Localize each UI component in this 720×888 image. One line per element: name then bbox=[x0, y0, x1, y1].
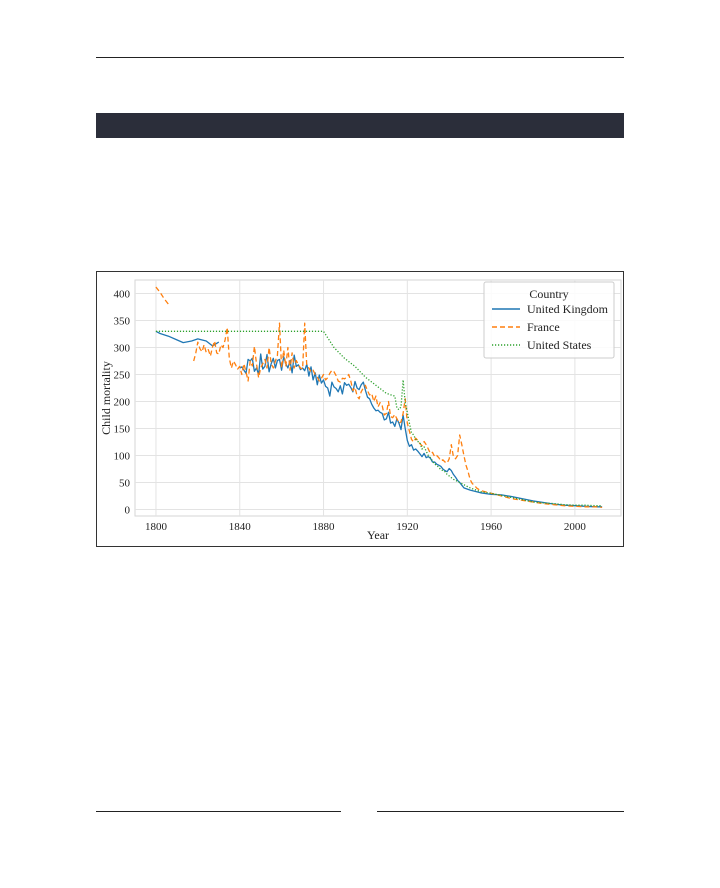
legend: Country United Kingdom France United State… bbox=[483, 281, 615, 359]
y-tick-label: 100 bbox=[114, 451, 131, 463]
x-tick-label: 1920 bbox=[396, 521, 419, 533]
x-tick-label: 1840 bbox=[229, 521, 252, 533]
legend-entry-label: United Kingdom bbox=[527, 302, 609, 316]
footer-rule-right bbox=[377, 811, 624, 812]
section-header-bar bbox=[96, 113, 624, 138]
x-axis-label: Year bbox=[367, 528, 389, 542]
series-line bbox=[193, 322, 603, 509]
y-tick-label: 400 bbox=[114, 289, 131, 301]
footer-rule-left bbox=[96, 811, 341, 812]
x-tick-label: 1880 bbox=[313, 521, 336, 533]
grid bbox=[135, 280, 621, 516]
series-line bbox=[155, 286, 170, 305]
y-tick-label: 300 bbox=[114, 343, 131, 355]
y-tick-label: 150 bbox=[114, 424, 131, 436]
y-tick-label: 250 bbox=[114, 370, 131, 382]
y-tick-label: 200 bbox=[114, 397, 131, 409]
figure-frame: 1800 1840 1880 1920 1960 2000 0 50 100 150 200 250 3… bbox=[96, 271, 624, 547]
x-tick-label: 2000 bbox=[564, 521, 587, 533]
legend-entry-label: France bbox=[527, 320, 560, 334]
legend-title: Country bbox=[529, 287, 568, 301]
series-line bbox=[155, 330, 220, 347]
header-rule bbox=[96, 57, 624, 58]
series-united-states bbox=[155, 330, 603, 507]
series-france bbox=[155, 286, 603, 509]
series-line bbox=[155, 330, 603, 507]
series-layer bbox=[155, 286, 603, 509]
y-tick-label: 350 bbox=[114, 316, 131, 328]
x-tick-label: 1960 bbox=[480, 521, 503, 533]
ticks: 1800 1840 1880 1920 1960 2000 0 50 100 150 200 250 3… bbox=[114, 289, 587, 533]
line-chart: 1800 1840 1880 1920 1960 2000 0 50 100 150 200 250 3… bbox=[99, 279, 622, 542]
y-tick-label: 0 bbox=[125, 505, 131, 517]
series-united-kingdom bbox=[155, 330, 603, 508]
legend-entry-label: United States bbox=[527, 338, 592, 352]
x-tick-label: 1800 bbox=[145, 521, 168, 533]
y-axis-label: Child mortality bbox=[99, 361, 113, 435]
legend-box bbox=[483, 281, 615, 359]
series-line bbox=[239, 353, 603, 508]
y-tick-label: 50 bbox=[119, 478, 131, 490]
